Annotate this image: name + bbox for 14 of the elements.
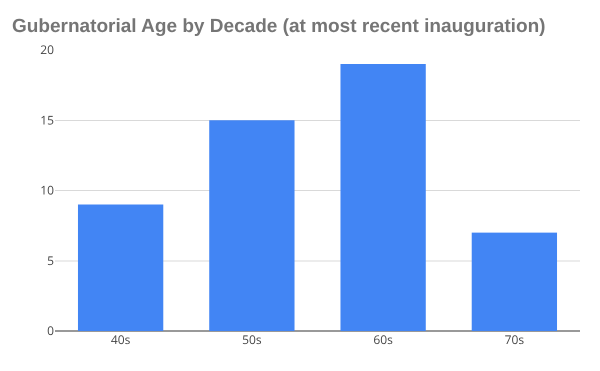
- bar: [340, 64, 426, 331]
- x-tick-label: 70s: [504, 331, 524, 348]
- y-tick-label: 15: [40, 111, 54, 128]
- y-tick-label: 20: [40, 41, 54, 58]
- chart-title: Gubernatorial Age by Decade (at most recent inauguration): [12, 16, 546, 37]
- y-tick-label: 5: [47, 252, 54, 269]
- bar: [472, 232, 558, 331]
- x-tick-label: 50s: [242, 331, 262, 348]
- bar: [209, 120, 295, 331]
- y-tick-label: 10: [40, 182, 54, 199]
- x-tick-label: 40s: [110, 331, 131, 348]
- bar: [78, 204, 164, 331]
- y-tick-label: 0: [47, 322, 54, 340]
- x-tick-label: 60s: [373, 331, 394, 348]
